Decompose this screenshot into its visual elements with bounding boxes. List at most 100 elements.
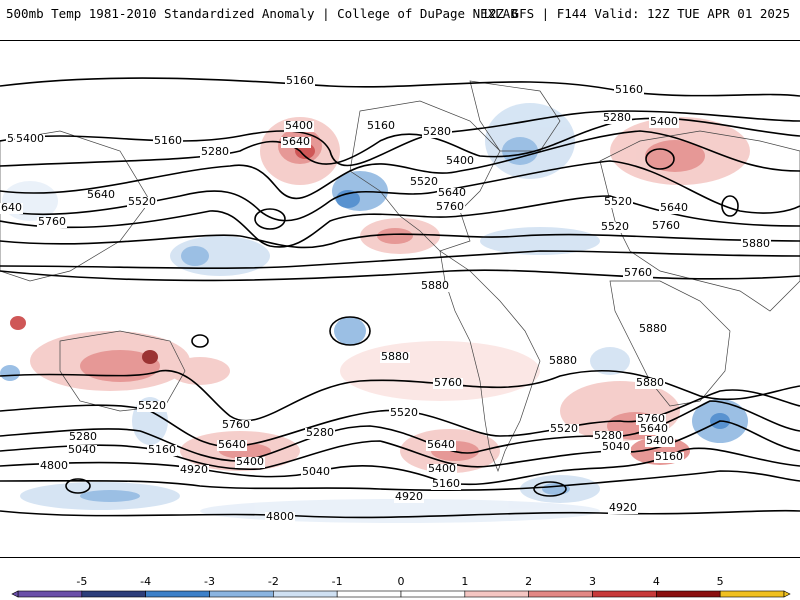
colorbar-tick-label: -4: [140, 575, 151, 588]
contour-label: 4800: [40, 459, 68, 472]
contour-label: 5280: [69, 430, 97, 443]
contour-label: 5760: [434, 376, 462, 389]
contour-label: 5760: [38, 215, 66, 228]
contour-label: 5400: [650, 115, 678, 128]
contour-label: 5160: [148, 443, 176, 456]
colorbar-segment: [81, 590, 146, 598]
contour-label-bg: [422, 127, 452, 138]
colorbar-segment: [592, 590, 657, 598]
colorbar-tick-label: -2: [268, 575, 279, 588]
contour-label-bg: [601, 442, 631, 453]
colorbar-segment: [528, 590, 593, 598]
contour-label: 5400: [285, 119, 313, 132]
colorbar-segment: [209, 590, 274, 598]
contour-label: 5760: [637, 412, 665, 425]
run-info: 12Z GFS | F144 Valid: 12Z TUE APR 01 202…: [481, 6, 790, 21]
contour-label-bg: [427, 464, 457, 475]
contour-label: 5160: [432, 477, 460, 490]
contour-label: 4920: [180, 463, 208, 476]
contour-label-bg: [600, 222, 630, 233]
contour-label: 5520: [604, 195, 632, 208]
contour-label-bg: [265, 512, 295, 523]
contour-label-bg: [0, 203, 23, 214]
contour-label: 5400: [446, 154, 474, 167]
contour-label-bg: [602, 113, 632, 124]
contour-label: 5880: [549, 354, 577, 367]
coastlines: [0, 80, 800, 472]
colorbar-tick-label: -5: [76, 575, 87, 588]
contour-label: 5760: [222, 418, 250, 431]
contour-label-bg: [431, 479, 461, 490]
contour-label-bg: [420, 281, 450, 292]
colorbar-tick-label: 1: [461, 575, 468, 588]
contour-label-bg: [635, 378, 665, 389]
contour-label-bg: [380, 352, 410, 363]
contour-label-bg: [654, 452, 684, 463]
contour-label: 5400: [428, 462, 456, 475]
contour-label: 5760: [652, 219, 680, 232]
contour-label: 5520: [128, 195, 156, 208]
colorbar-tick-label: 2: [525, 575, 532, 588]
contour-label-bg: [15, 134, 45, 145]
colorbar: -5 -4 -3 -2 -1 0 1 2 3 4 5: [0, 570, 800, 600]
contour-label-bg: [285, 76, 315, 87]
colorbar-segment: [17, 590, 83, 598]
contour-label-bg: [435, 202, 465, 213]
contour-label-bg: [433, 378, 463, 389]
contour-label-bg: [645, 436, 675, 447]
contour-label: 5520: [390, 406, 418, 419]
contour-label: 5640: [640, 422, 668, 435]
contour-label: 5160: [367, 119, 395, 132]
contour-label-bg: [636, 414, 666, 425]
contour-label: 5880: [742, 237, 770, 250]
contour-label: 4800: [266, 510, 294, 523]
contour-label-bg: [603, 197, 633, 208]
contour-label: 5280: [594, 429, 622, 442]
colorbar-segment: [336, 590, 402, 598]
contour-label-bg: [68, 432, 98, 443]
contour-label-bg: [623, 268, 653, 279]
colorbar-min-arrow: [11, 590, 19, 598]
contour-label-bg: [649, 117, 679, 128]
anomaly-map: 5160 5400 5640 5160 5280 5160 5280 5400 5520 5640…: [0, 40, 800, 558]
contour-label-bg: [235, 457, 265, 468]
contour-label: 5280: [306, 426, 334, 439]
contour-label: 5520: [138, 399, 166, 412]
contour-label: 5520: [410, 175, 438, 188]
contour-label: 5640: [438, 186, 466, 199]
contour-label: 5760: [624, 266, 652, 279]
colorbar-segment: [464, 590, 529, 598]
colorbar-segment: [145, 590, 210, 598]
contour-label-bg: [638, 324, 668, 335]
contour-label: 5160: [615, 83, 643, 96]
contour-label: 5520: [550, 422, 578, 435]
contour-label: 5880: [421, 279, 449, 292]
contour-label-bg: [86, 190, 116, 201]
contour-label-bg: [389, 408, 419, 419]
colorbar-svg: -5 -4 -3 -2 -1 0 1 2 3 4 5: [11, 575, 791, 598]
contour-label: 5280: [603, 111, 631, 124]
map-header: 500mb Temp 1981-2010 Standardized Anomal…: [0, 0, 800, 24]
colorbar-segment: [400, 590, 466, 598]
contour-label: 5160: [286, 74, 314, 87]
contour-label: 5640: [427, 438, 455, 451]
colorbar-segment: [273, 590, 338, 598]
contour-label: 5640: [282, 135, 310, 148]
colorbar-tick-label: -1: [332, 575, 343, 588]
contour-label: 5640: [0, 201, 22, 214]
contour-label-bg: [179, 465, 209, 476]
contour-label-bg: [153, 136, 183, 147]
contour-label-bg: [639, 424, 669, 435]
contour-label: 5040: [68, 443, 96, 456]
contour-label-bg: [147, 445, 177, 456]
contour-label-bg: [284, 121, 314, 132]
colorbar-max-arrow: [783, 590, 791, 598]
contour-label: 5400: [236, 455, 264, 468]
contour-label: 4920: [609, 501, 637, 514]
contour-label: 5520: [601, 220, 629, 233]
contour-label: 5880: [381, 350, 409, 363]
contour-label: 5400: [646, 434, 674, 447]
contour-label-bg: [394, 492, 424, 503]
map-title: 500mb Temp 1981-2010 Standardized Anomal…: [6, 6, 518, 21]
